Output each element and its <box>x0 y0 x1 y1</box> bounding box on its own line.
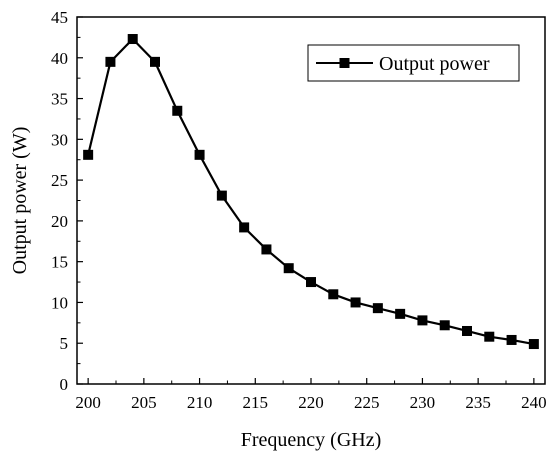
data-point <box>395 308 406 319</box>
data-point <box>261 244 272 255</box>
series-line <box>87 37 535 346</box>
y-tick-label: 40 <box>51 49 68 68</box>
data-point <box>283 263 294 274</box>
x-axis-title: Frequency (GHz) <box>241 429 382 451</box>
y-tick-label: 45 <box>51 8 68 27</box>
x-tick-label: 220 <box>298 393 324 412</box>
y-axis-title: Output power (W) <box>9 127 31 275</box>
data-point <box>127 34 138 45</box>
data-point <box>484 331 495 342</box>
y-tick-label: 5 <box>60 334 69 353</box>
data-point <box>306 277 316 288</box>
legend: Output power <box>307 44 520 82</box>
plot-frame <box>76 16 546 385</box>
data-point <box>216 190 227 201</box>
data-point <box>462 325 472 336</box>
data-point <box>417 315 428 326</box>
x-tick-label: 200 <box>75 393 101 412</box>
x-tick-label: 225 <box>354 393 380 412</box>
data-point <box>83 149 94 160</box>
data-point <box>194 149 205 160</box>
y-tick-label: 20 <box>51 212 68 231</box>
data-point <box>150 56 160 67</box>
ticks: 200 205 210 215 220 225 230 235 240 0 5 10 15 20 25 30 3… <box>51 8 547 412</box>
data-point <box>328 289 339 300</box>
y-tick-label: 30 <box>51 130 68 149</box>
y-tick-label: 35 <box>51 90 68 109</box>
y-tick-label: 10 <box>51 293 68 312</box>
data-point <box>105 56 116 67</box>
legend-marker <box>339 58 350 68</box>
data-point <box>528 339 539 350</box>
data-point <box>239 222 250 233</box>
data-point <box>172 105 183 116</box>
x-tick-label: 215 <box>243 393 269 412</box>
series-layer <box>83 34 539 350</box>
x-tick-label: 210 <box>187 393 213 412</box>
data-point <box>372 303 383 314</box>
x-tick-label: 240 <box>521 393 547 412</box>
y-tick-label: 0 <box>60 375 69 394</box>
legend-label: Output power <box>379 53 490 75</box>
x-tick-label: 235 <box>465 393 491 412</box>
data-point <box>439 320 450 331</box>
data-point <box>350 297 361 308</box>
y-tick-label: 25 <box>51 171 68 190</box>
x-tick-label: 230 <box>410 393 436 412</box>
y-tick-label: 15 <box>51 253 68 272</box>
data-point <box>506 334 517 345</box>
x-tick-label: 205 <box>131 393 157 412</box>
